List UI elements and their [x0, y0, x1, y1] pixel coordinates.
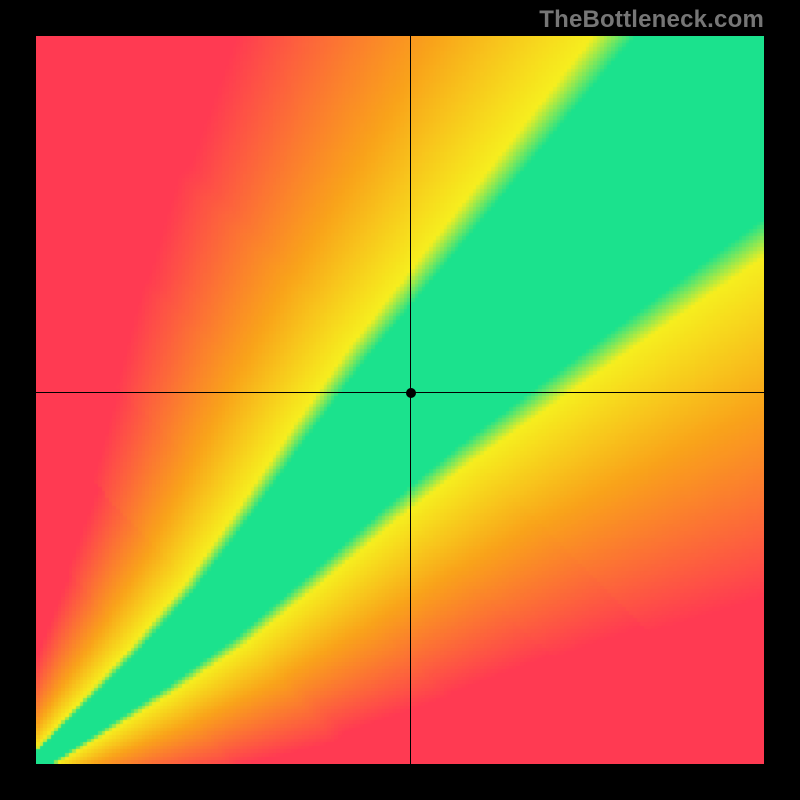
- plot-area: [36, 36, 764, 764]
- crosshair-horizontal: [36, 392, 764, 393]
- watermark-text: TheBottleneck.com: [539, 6, 764, 34]
- selection-marker: [406, 388, 416, 398]
- crosshair-vertical: [410, 36, 411, 764]
- bottleneck-heatmap: [36, 36, 764, 764]
